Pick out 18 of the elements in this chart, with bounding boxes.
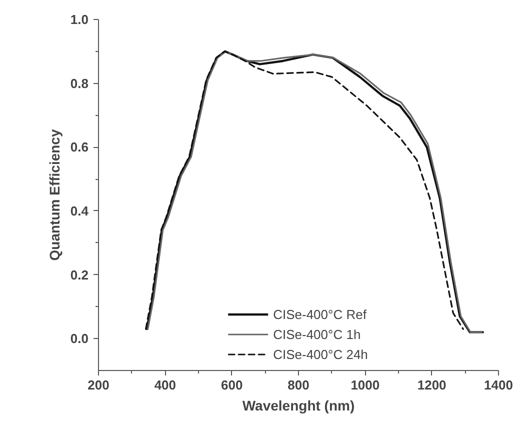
legend-label: CISe-400°C 24h [273, 346, 368, 363]
x-tick-label: 800 [288, 378, 310, 392]
legend-label: CISe-400°C Ref [273, 306, 366, 323]
x-tick-label: 600 [220, 378, 243, 392]
legend-label: CISe-400°C 1h [273, 326, 361, 343]
x-tick-label: 1200 [417, 378, 446, 392]
y-tick-label: 0.4 [70, 203, 90, 218]
y-axis-title: Quantum Efficiency [46, 129, 62, 261]
y-tick-label: 0.6 [70, 140, 89, 155]
y-tick-label: 1.0 [70, 12, 89, 27]
x-tick-label: 400 [154, 378, 176, 392]
x-tick-label: 1000 [350, 378, 380, 392]
x-tick-label: 200 [88, 378, 110, 392]
y-tick-label: 0.0 [70, 331, 89, 346]
x-axis-title: Wavelenght (nm) [242, 398, 355, 414]
x-tick-label: 1400 [484, 378, 513, 392]
y-tick-label: 0.2 [70, 267, 89, 282]
y-tick-label: 0.8 [70, 76, 89, 91]
